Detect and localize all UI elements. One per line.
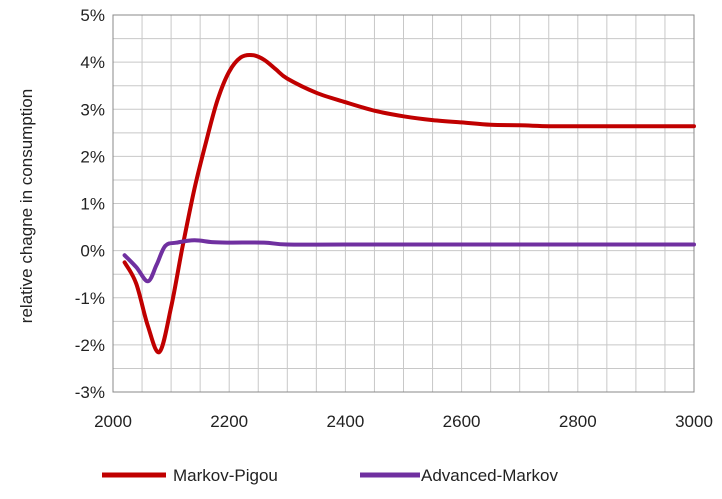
- y-tick-label: -3%: [75, 383, 105, 402]
- legend: Markov-Pigou Advanced-Markov: [102, 466, 559, 485]
- x-axis-tick-labels: 2000 2200 2400 2600 2800 3000: [94, 412, 713, 431]
- series-lines: [122, 52, 696, 355]
- y-axis-title: relative chagne in consumption: [17, 89, 36, 323]
- x-tick-label: 2200: [210, 412, 248, 431]
- y-tick-label: 2%: [80, 147, 105, 166]
- x-tick-label: 2800: [559, 412, 597, 431]
- x-tick-label: 3000: [675, 412, 713, 431]
- y-tick-label: 4%: [80, 53, 105, 72]
- series-line-advanced-markov: [122, 238, 696, 284]
- x-tick-label: 2600: [443, 412, 481, 431]
- x-tick-label: 2000: [94, 412, 132, 431]
- y-tick-label: 3%: [80, 100, 105, 119]
- y-tick-label: 1%: [80, 195, 105, 214]
- series-line-markov-pigou: [122, 52, 696, 355]
- y-tick-label: -1%: [75, 289, 105, 308]
- x-tick-label: 2400: [326, 412, 364, 431]
- plot-area-border: [112, 14, 695, 393]
- legend-label: Advanced-Markov: [421, 466, 559, 485]
- grid-lines: [112, 14, 695, 393]
- y-tick-label: 5%: [80, 6, 105, 25]
- legend-label: Markov-Pigou: [173, 466, 278, 485]
- y-tick-label: -2%: [75, 336, 105, 355]
- y-tick-label: 0%: [80, 242, 105, 261]
- y-axis-tick-labels: -3% -2% -1% 0% 1% 2% 3% 4% 5%: [75, 6, 105, 402]
